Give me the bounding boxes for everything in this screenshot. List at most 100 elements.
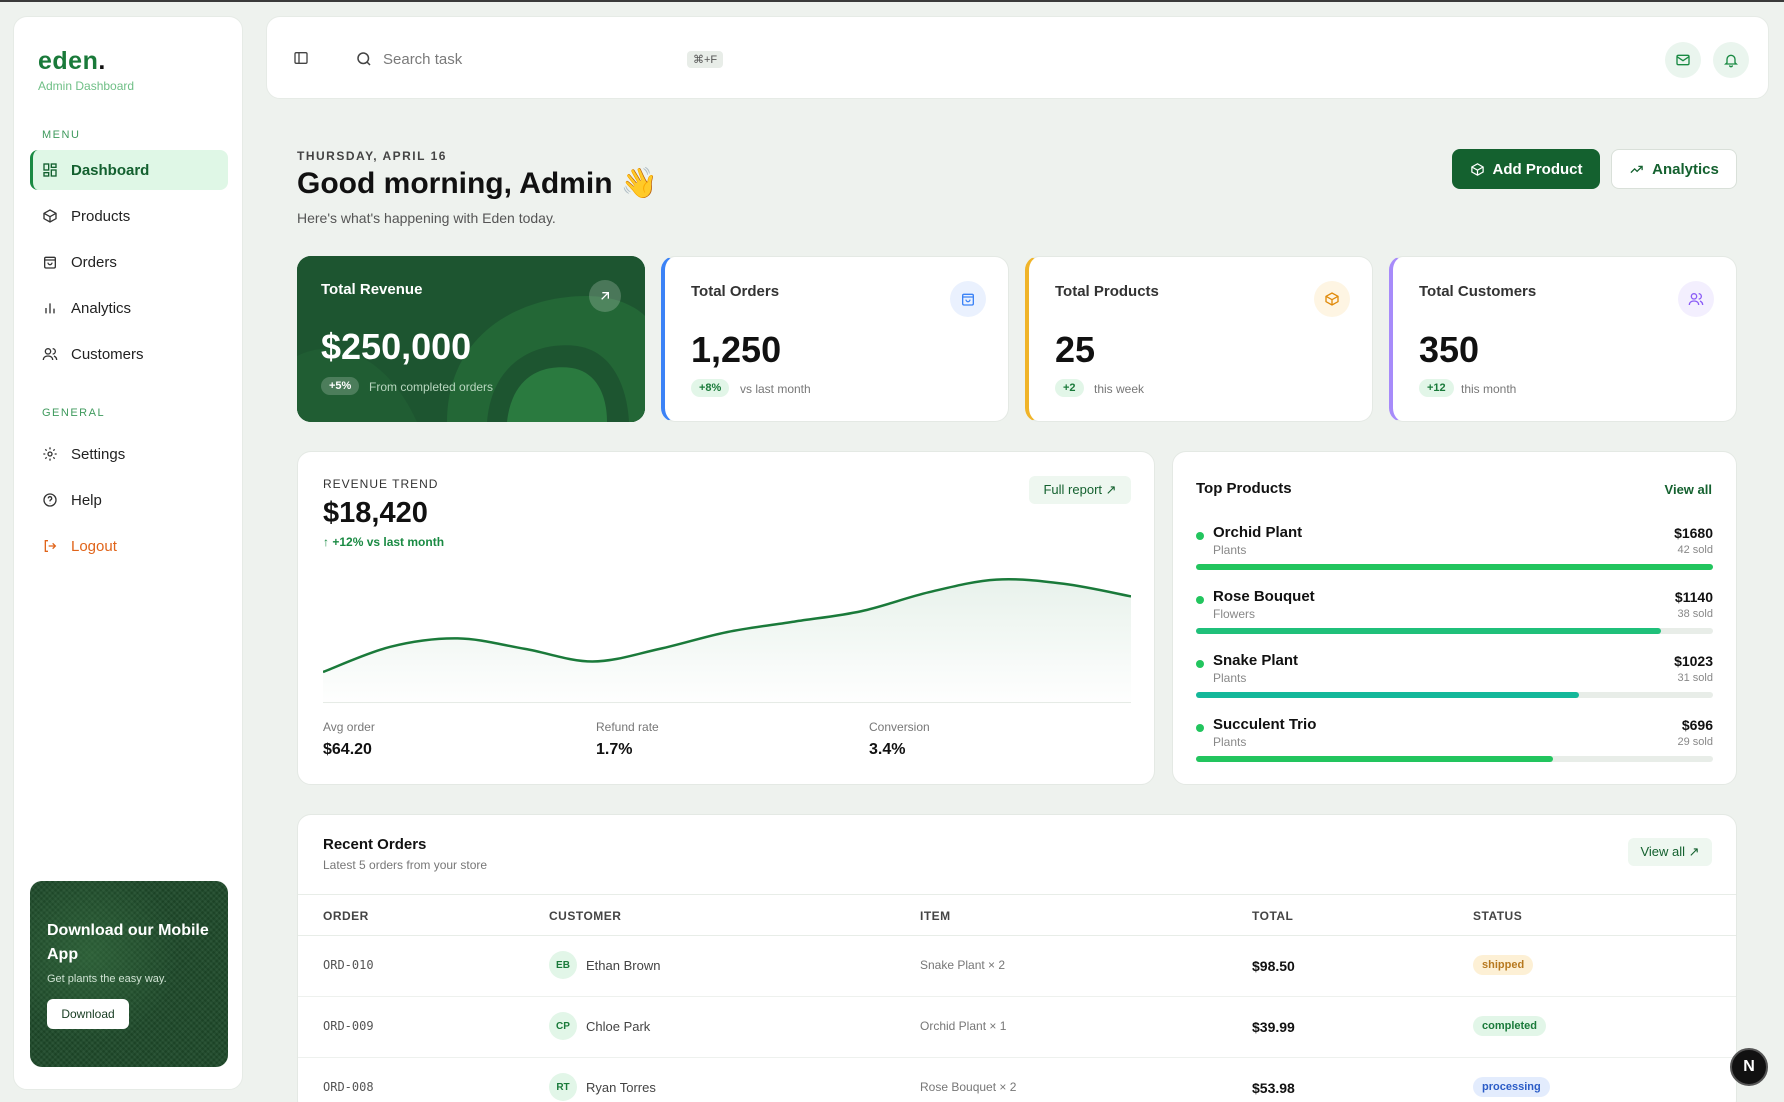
- column-header-order[interactable]: ORDER: [323, 909, 369, 923]
- notifications-button[interactable]: [1713, 42, 1749, 78]
- column-header-item[interactable]: ITEM: [920, 909, 951, 923]
- search-icon: [357, 52, 371, 66]
- product-dot: [1196, 532, 1204, 540]
- orders-view-all-button[interactable]: View all ↗: [1628, 838, 1712, 866]
- sidebar-item-products[interactable]: Products: [30, 196, 228, 236]
- column-header-total[interactable]: TOTAL: [1252, 909, 1294, 923]
- stat-card-revenue[interactable]: Total Revenue $250,000 +5% From complete…: [297, 256, 645, 422]
- analytics-button[interactable]: Analytics: [1611, 149, 1737, 189]
- stat-card-products[interactable]: Total Products 25 +2 this week: [1025, 256, 1373, 422]
- card-delta-badge: +12: [1419, 379, 1454, 397]
- brand-name: eden: [38, 47, 99, 75]
- dashboard-icon: [43, 163, 57, 177]
- top-product-item[interactable]: Snake Plant Plants $1023 31 sold: [1196, 647, 1713, 703]
- sidebar-item-analytics[interactable]: Analytics: [30, 288, 228, 328]
- sidebar-item-orders[interactable]: Orders: [30, 242, 228, 282]
- sidebar-item-label: Products: [71, 207, 131, 225]
- sidebar-item-label: Dashboard: [71, 161, 150, 179]
- order-id: ORD-009: [323, 1019, 374, 1033]
- trend-line: [323, 577, 1131, 674]
- product-sold-count: 31 sold: [1677, 672, 1713, 684]
- mail-button[interactable]: [1665, 42, 1701, 78]
- customer-name: Chloe Park: [586, 1019, 651, 1034]
- bell-icon: [1724, 54, 1738, 68]
- brand-subtitle: Admin Dashboard: [38, 79, 135, 93]
- order-item: Rose Bouquet × 2: [920, 1080, 1017, 1094]
- product-category: Plants: [1213, 735, 1247, 749]
- sidebar-item-label: Settings: [71, 445, 126, 463]
- product-revenue: $1140: [1674, 589, 1713, 605]
- card-note: this month: [1461, 382, 1517, 396]
- table-row[interactable]: ORD-010 EB Ethan Brown Snake Plant × 2 $…: [298, 936, 1736, 997]
- top-product-item[interactable]: Rose Bouquet Flowers $1140 38 sold: [1196, 583, 1713, 639]
- trend-delta: ↑ +12% vs last month: [323, 535, 445, 549]
- analytics-label: Analytics: [1652, 160, 1719, 178]
- search-input[interactable]: [383, 50, 663, 68]
- floating-action-button[interactable]: N: [1730, 1048, 1768, 1086]
- table-row[interactable]: ORD-008 RT Ryan Torres Rose Bouquet × 2 …: [298, 1058, 1736, 1102]
- sidebar-item-label: Logout: [71, 537, 117, 555]
- product-share-bar: [1196, 628, 1713, 634]
- metric-value: $64.20: [323, 741, 372, 758]
- customers-card-icon-wrap: [1678, 281, 1714, 317]
- sidebar-item-settings[interactable]: Settings: [30, 434, 228, 474]
- metric-value: 1.7%: [596, 741, 633, 758]
- sidebar-toggle-icon[interactable]: [293, 50, 309, 66]
- metric-value: 3.4%: [869, 741, 906, 758]
- customer-name: Ethan Brown: [586, 958, 661, 973]
- product-sold-count: 29 sold: [1677, 736, 1713, 748]
- add-product-label: Add Product: [1492, 160, 1583, 178]
- promo-title: Download our Mobile App: [47, 922, 209, 963]
- stat-card-orders[interactable]: Total Orders 1,250 +8% vs last month: [661, 256, 1009, 422]
- sidebar-item-dashboard[interactable]: Dashboard: [30, 150, 228, 190]
- full-report-button[interactable]: Full report ↗: [1029, 476, 1131, 504]
- card-value: 350: [1419, 329, 1480, 370]
- revenue-open-button[interactable]: [589, 280, 621, 312]
- trending-up-icon: [1630, 165, 1643, 173]
- status-badge: shipped: [1473, 955, 1534, 975]
- recent-orders-subtitle: Latest 5 orders from your store: [323, 858, 488, 872]
- sidebar-item-logout[interactable]: Logout: [30, 526, 228, 566]
- download-button[interactable]: Download: [47, 999, 129, 1029]
- column-header-status[interactable]: STATUS: [1473, 909, 1523, 923]
- avatar: CP: [549, 1012, 577, 1040]
- card-value: $250,000: [321, 326, 472, 367]
- top-product-item[interactable]: Succulent Trio Plants $696 29 sold: [1196, 711, 1713, 767]
- brand-logo[interactable]: eden.: [38, 47, 106, 76]
- metric-label: Avg order: [323, 720, 375, 734]
- trend-label: REVENUE TREND: [323, 477, 439, 491]
- product-name: Snake Plant: [1213, 652, 1299, 669]
- sidebar-item-label: Help: [71, 491, 102, 509]
- sidebar-item-customers[interactable]: Customers: [30, 334, 228, 374]
- divider: [323, 702, 1131, 703]
- stat-card-customers[interactable]: Total Customers 350 +12 this month: [1389, 256, 1737, 422]
- recent-orders-title: Recent Orders: [323, 836, 427, 853]
- card-value: 1,250: [691, 329, 782, 370]
- top-products-title: Top Products: [1196, 480, 1292, 497]
- column-header-customer[interactable]: CUSTOMER: [549, 909, 622, 923]
- product-revenue: $1680: [1674, 525, 1713, 541]
- help-icon: [43, 493, 57, 507]
- order-item: Snake Plant × 2: [920, 958, 1006, 972]
- card-delta-badge: +2: [1055, 379, 1084, 397]
- product-share-bar: [1196, 692, 1713, 698]
- top-products-panel: Top Products View all Orchid Plant Plant…: [1172, 451, 1737, 785]
- mail-icon: [1676, 54, 1690, 66]
- product-share-fill: [1196, 756, 1553, 762]
- trend-area: [323, 579, 1131, 707]
- page-title: Good morning, Admin 👋: [297, 167, 659, 200]
- add-product-button[interactable]: Add Product: [1452, 149, 1600, 189]
- promo-subtitle: Get plants the easy way.: [47, 973, 167, 985]
- avatar: EB: [549, 951, 577, 979]
- search-box: [337, 39, 737, 79]
- sidebar: eden. Admin Dashboard MENU Dashboard Pro…: [13, 16, 243, 1090]
- card-delta-badge: +5%: [321, 377, 360, 395]
- product-share-bar: [1196, 756, 1713, 762]
- bag-icon: [44, 256, 56, 269]
- top-products-view-all-link[interactable]: View all: [1664, 482, 1712, 497]
- sidebar-item-help[interactable]: Help: [30, 480, 228, 520]
- table-row[interactable]: ORD-009 CP Chloe Park Orchid Plant × 1 $…: [298, 997, 1736, 1058]
- top-product-item[interactable]: Orchid Plant Plants $1680 42 sold: [1196, 519, 1713, 575]
- product-sold-count: 38 sold: [1677, 608, 1713, 620]
- card-value: 25: [1055, 329, 1096, 370]
